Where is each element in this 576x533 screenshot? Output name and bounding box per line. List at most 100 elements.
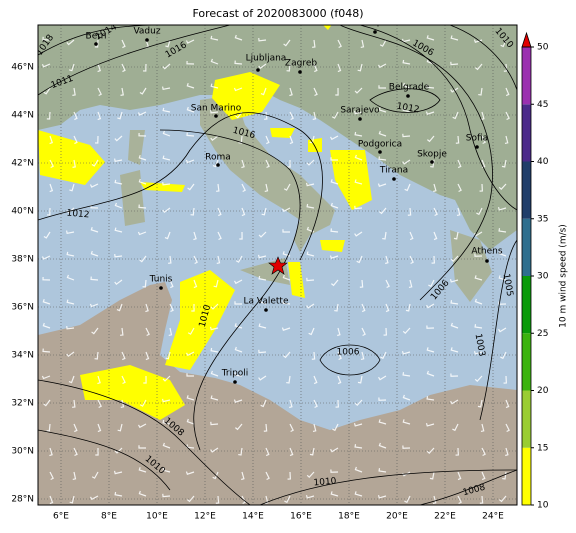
city-dot [94,42,98,46]
lat-label: 32°N [11,399,34,409]
wind-barb [97,423,102,433]
wind-barb [41,63,51,68]
wind-barb [42,276,51,281]
wind-barb [431,255,435,264]
colorbar-extend [521,31,532,48]
wind-barb [162,155,171,161]
isobar-label: 1003 [473,333,487,357]
wind-barb [425,111,435,115]
wind-barb [383,327,387,336]
wind-barb [286,375,291,384]
wind-barb [234,60,243,65]
wind-barb [330,157,339,161]
colorbar-tick-label: 50 [537,43,549,53]
wind-barb [90,250,99,257]
wind-barb [69,63,75,72]
wind-barb [120,327,124,336]
wind-barb [193,255,198,265]
wind-barb [41,255,51,260]
wind-barb [258,231,267,238]
city-dot [378,150,382,154]
wind-barb [241,207,246,217]
wind-barb [426,447,435,455]
wind-barb [505,399,510,409]
wind-barb [312,423,317,433]
wind-barb [330,228,339,233]
wind-barb [121,351,126,361]
wind-barb [402,419,411,425]
wind-barb [261,207,267,216]
wind-barb [499,495,507,503]
wind-barb [428,279,435,288]
wind-barb [378,207,387,215]
wind-barb [354,131,363,137]
wind-barb [385,279,390,289]
wind-barb [426,84,435,89]
wind-barb [165,39,171,48]
wind-barb [313,63,318,73]
city-dot [373,30,377,34]
wind-barb [95,447,99,456]
wind-barb [452,423,459,432]
wind-barb [503,63,508,72]
wind-barb [89,495,99,501]
colorbar-tick-label: 10 [537,501,549,511]
wind-barb [481,111,485,121]
wind-barb [330,179,339,185]
wind-barb [94,135,99,144]
title: Forecast of 2020083000 (f048) [192,7,363,20]
wind-barb [450,255,459,263]
grid [38,25,517,505]
isobar-label: 1012 [396,102,420,116]
city-dot [214,114,218,118]
wind-barb [402,394,411,401]
wind-barb [210,421,219,426]
wind-barb [505,447,509,457]
wind-barb [378,85,387,89]
wind-barb [168,255,172,264]
wind-barb [305,495,315,499]
wind-barb [213,279,219,288]
wind-barb [46,111,51,120]
wind-barb [142,279,147,288]
wind-barb [216,183,220,192]
wind-barb [138,490,147,497]
wind-barb [309,135,315,144]
city-dot [159,286,163,290]
city-label: Athens [471,247,502,257]
wind-barb [187,183,195,191]
wind-barb [97,111,102,121]
wind-barb [505,87,510,97]
wind-barb [265,471,270,481]
wind-barb [330,469,339,473]
wind-barb [91,327,99,335]
wind-barb [49,183,54,193]
wind-barb [500,351,507,360]
colorbar: 10 15 20 25 30 35 40 45 50 10 m wind speed (m/s) [521,31,569,511]
wind-barb [162,493,171,498]
wind-barb [162,107,171,113]
wind-barb [212,471,219,480]
wind-barb [331,111,339,119]
city-label: Sofia [466,134,488,144]
wind-barb [378,468,387,473]
wind-barb [306,471,315,479]
wind-barb [186,82,195,89]
wind-barb [283,183,291,191]
wind-barb [457,159,462,169]
wind-barb [474,324,483,329]
wind-barb [354,205,363,210]
wind-barb [433,207,438,217]
wind-barb [476,207,483,216]
wind-barb [313,399,318,409]
wind-barb [329,255,339,259]
wind-barb [210,35,219,41]
lon-label: 12°E [194,512,216,522]
wind-barb [479,183,483,192]
lon-label: 16°E [290,512,312,522]
wind-barb [186,60,195,65]
wind-barb [91,159,99,167]
wind-barb [258,375,267,381]
wind-barb [426,325,435,329]
